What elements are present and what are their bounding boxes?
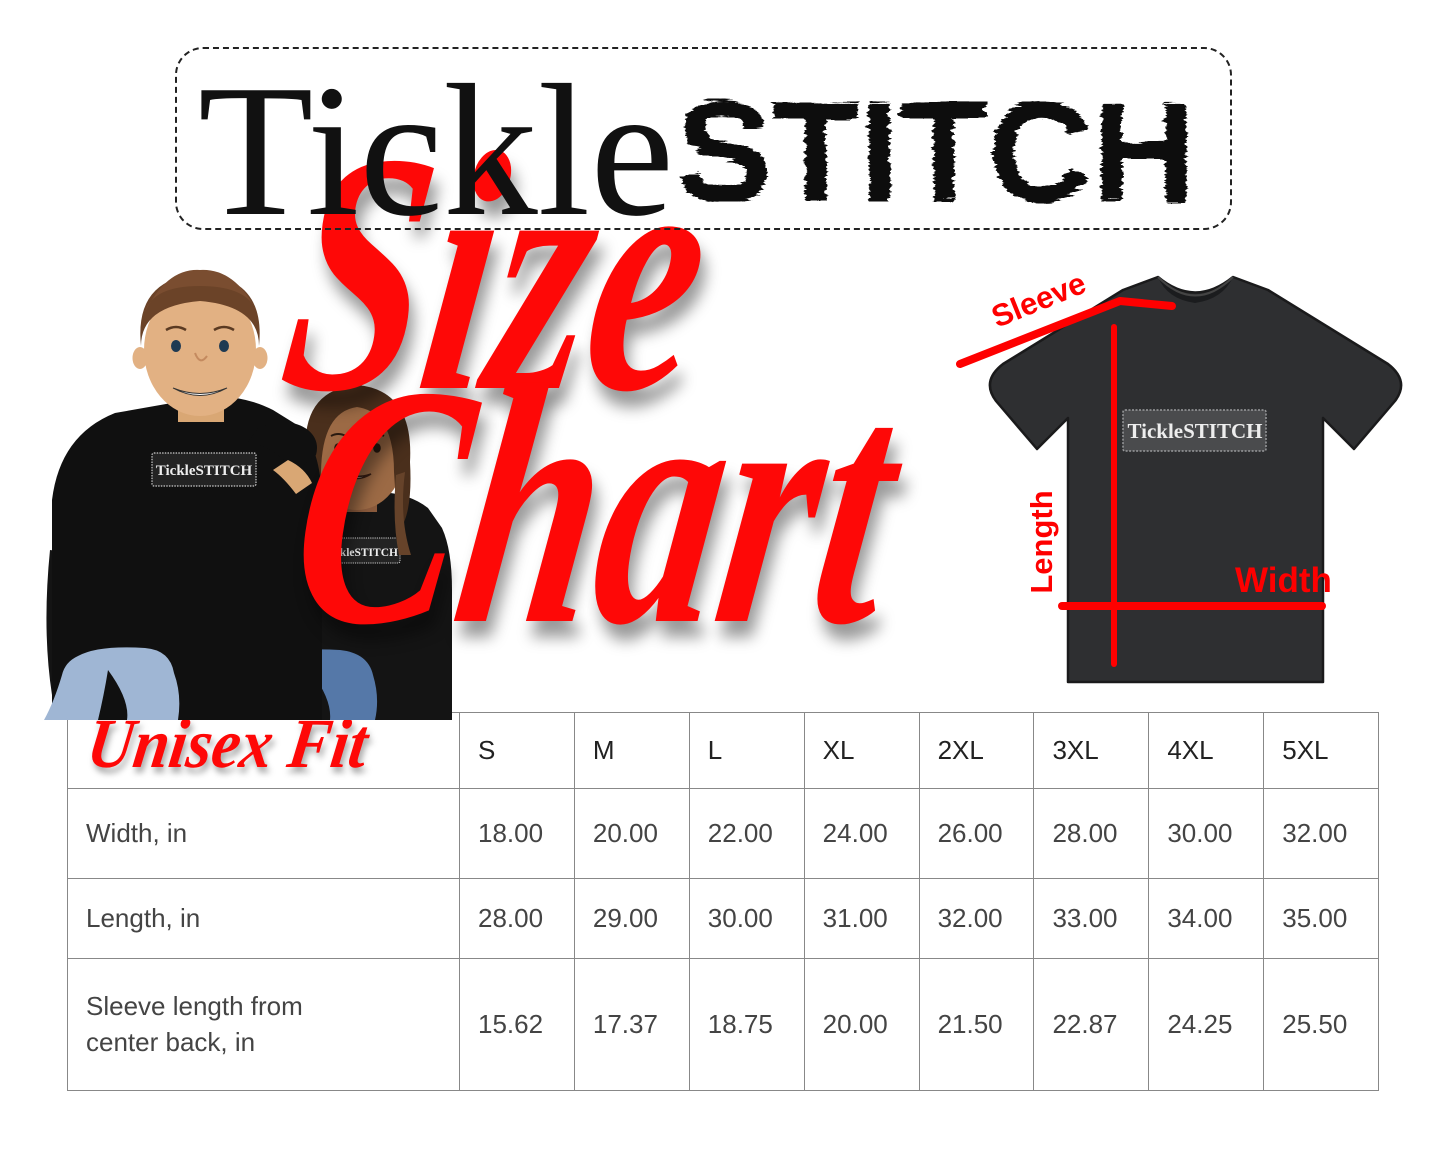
svg-text:TickleSTITCH: TickleSTITCH [1128,419,1263,443]
svg-text:Width: Width [1235,561,1332,600]
svg-text:TickleSTITCH: TickleSTITCH [156,463,253,479]
svg-text:Length: Length [1024,490,1059,593]
